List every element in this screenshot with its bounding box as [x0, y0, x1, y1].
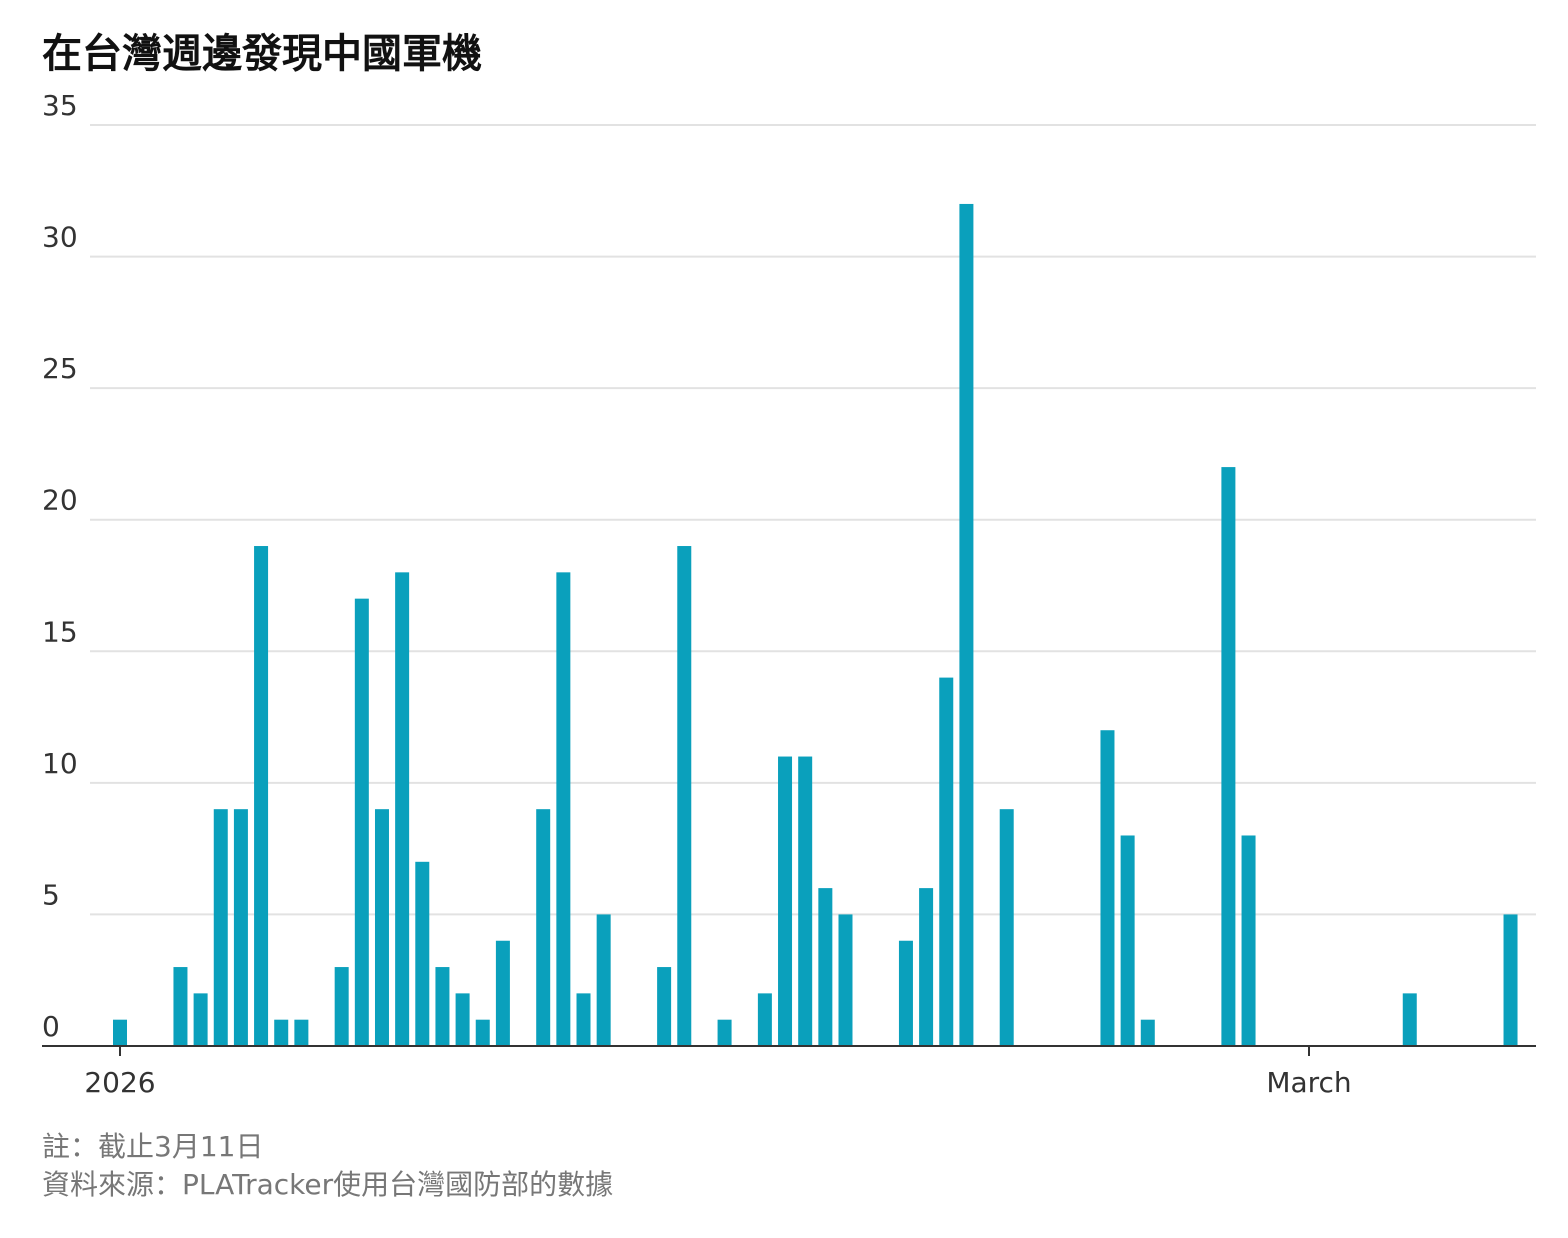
bar	[455, 993, 470, 1046]
bar	[1100, 730, 1115, 1046]
bar	[374, 809, 389, 1046]
chart-title: 在台灣週邊發現中國軍機	[42, 31, 482, 77]
bar	[1402, 993, 1417, 1046]
bar	[233, 809, 248, 1046]
bar	[113, 1019, 127, 1046]
bar	[1221, 467, 1236, 1047]
bar	[959, 203, 974, 1046]
y-tick-label: 5	[42, 878, 60, 911]
y-tick-label: 10	[42, 747, 78, 780]
source: 資料來源：PLATracker使用台灣國防部的數據	[42, 1168, 613, 1201]
bar	[294, 1019, 309, 1046]
bar	[838, 914, 853, 1046]
bar	[495, 940, 510, 1046]
x-tick-label: 2026	[84, 1066, 155, 1099]
bar	[193, 993, 208, 1046]
bar	[1120, 835, 1135, 1046]
bar	[818, 888, 833, 1046]
bar	[334, 967, 349, 1046]
bar	[576, 993, 591, 1046]
bar	[919, 888, 934, 1046]
bar	[1140, 1019, 1155, 1046]
bar	[939, 677, 954, 1046]
bar	[778, 756, 793, 1046]
y-tick-label: 30	[42, 221, 78, 254]
bar	[999, 809, 1014, 1046]
y-tick-label: 15	[42, 615, 78, 648]
bar	[898, 940, 913, 1046]
note: 註：截止3月11日	[42, 1130, 263, 1163]
bar	[254, 546, 269, 1046]
bar	[354, 598, 369, 1046]
y-tick-label: 35	[42, 89, 78, 122]
bar	[757, 993, 772, 1046]
bar	[435, 967, 450, 1046]
y-tick-label: 20	[42, 484, 78, 517]
bar	[536, 809, 551, 1046]
x-tick-label: March	[1266, 1066, 1351, 1099]
y-tick-label: 25	[42, 352, 78, 385]
y-tick-label: 0	[42, 1010, 60, 1043]
bar	[798, 756, 813, 1046]
bar	[1241, 835, 1256, 1046]
bar	[173, 967, 188, 1046]
bar	[717, 1019, 732, 1046]
bar	[556, 572, 571, 1046]
bar	[677, 546, 692, 1046]
bar	[213, 809, 228, 1046]
bar	[274, 1019, 289, 1046]
bar	[657, 967, 672, 1046]
bar	[395, 572, 410, 1046]
bar	[596, 914, 611, 1046]
bar	[1503, 914, 1518, 1046]
bar	[475, 1019, 490, 1046]
bar	[415, 861, 430, 1046]
